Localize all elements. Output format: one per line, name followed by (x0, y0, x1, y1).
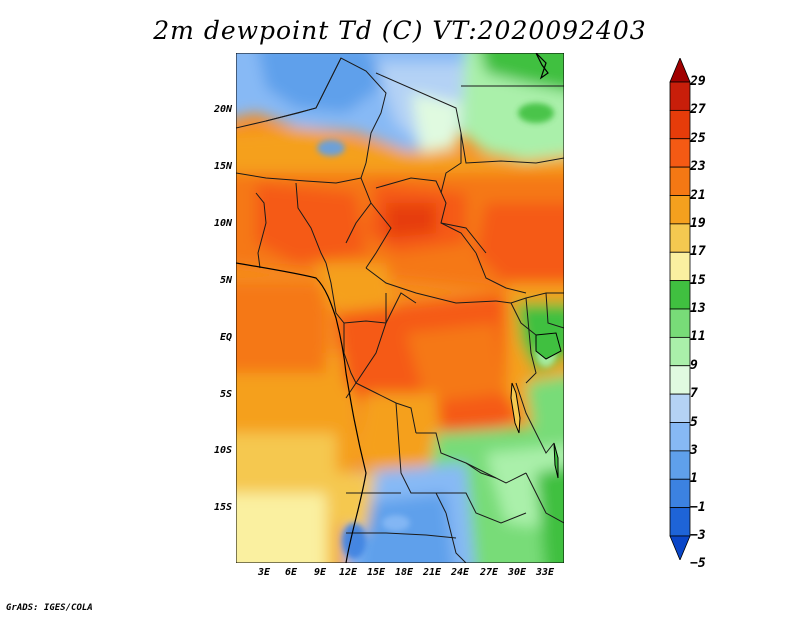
colorbar-label: 3 (690, 442, 698, 458)
colorbar-label: 5 (690, 414, 698, 430)
colorbar-label: −5 (690, 556, 706, 572)
colorbar-segment (669, 251, 691, 282)
colorbar-segment (669, 81, 691, 111)
lon-label-6e: 6E (284, 567, 298, 578)
lat-label-15n: 15N (213, 161, 232, 172)
colorbar-segment (669, 507, 691, 537)
lake-malawi (553, 442, 559, 479)
colorbar (669, 58, 691, 560)
colorbar-label: −1 (690, 499, 706, 515)
lon-label-3e: 3E (257, 567, 271, 578)
lake-victoria (535, 332, 562, 360)
colorbar-segment (669, 336, 691, 367)
colorbar-segment (669, 195, 691, 225)
lat-label-5n: 5N (219, 275, 232, 286)
lon-label-9e: 9E (313, 567, 327, 578)
colorbar-label: 23 (690, 159, 706, 175)
colorbar-label: 19 (690, 215, 706, 231)
lake-tanganyika (510, 382, 521, 434)
colorbar-top-arrow (669, 58, 691, 83)
colorbar-segment (669, 422, 691, 452)
lat-label-5s: 5S (219, 389, 232, 400)
colorbar-label: −3 (690, 528, 706, 543)
colorbar-segment (669, 478, 691, 509)
colorbar-label: 17 (690, 244, 706, 260)
colorbar-segment (669, 393, 691, 423)
colorbar-segment (669, 365, 691, 395)
lat-label-10n: 10N (213, 218, 232, 229)
lat-label-eq: EQ (219, 332, 232, 343)
colorbar-label: 15 (690, 272, 706, 288)
lat-label-20n: 20N (213, 104, 232, 115)
colorbar-segment (669, 223, 691, 253)
chart-title: 2m dewpoint Td (C) VT:2020092403 (153, 16, 647, 45)
lon-label-27e: 27E (479, 567, 499, 578)
colorbar-segment (669, 450, 691, 480)
colorbar-label: 21 (690, 187, 706, 203)
lon-label-33e: 33E (535, 567, 555, 578)
lon-label-30e: 30E (507, 567, 527, 578)
lon-label-12e: 12E (338, 567, 358, 578)
colorbar-segment (669, 166, 691, 196)
colorbar-bottom-arrow (669, 535, 691, 560)
lon-label-18e: 18E (394, 567, 414, 578)
colorbar-segment (669, 109, 691, 140)
colorbar-label: 7 (690, 386, 698, 402)
lat-label-10s: 10S (213, 445, 232, 456)
colorbar-label: 29 (690, 74, 706, 89)
lon-label-21e: 21E (422, 567, 442, 578)
lon-label-24e: 24E (450, 567, 470, 578)
colorbar-segment (669, 138, 691, 168)
colorbar-segment (669, 280, 691, 310)
colorbar-label: 13 (690, 301, 706, 316)
colorbar-label: 27 (690, 102, 706, 118)
lat-label-15s: 15S (213, 502, 232, 513)
colorbar-segment (669, 308, 691, 338)
dewpoint-map (235, 52, 565, 564)
colorbar-label: 11 (690, 329, 706, 345)
colorbar-label: 9 (690, 357, 698, 373)
colorbar-label: 25 (690, 130, 706, 146)
grads-credit: GrADS: IGES/COLA (6, 603, 93, 613)
lon-label-15e: 15E (366, 567, 386, 578)
colorbar-label: 1 (690, 471, 698, 487)
